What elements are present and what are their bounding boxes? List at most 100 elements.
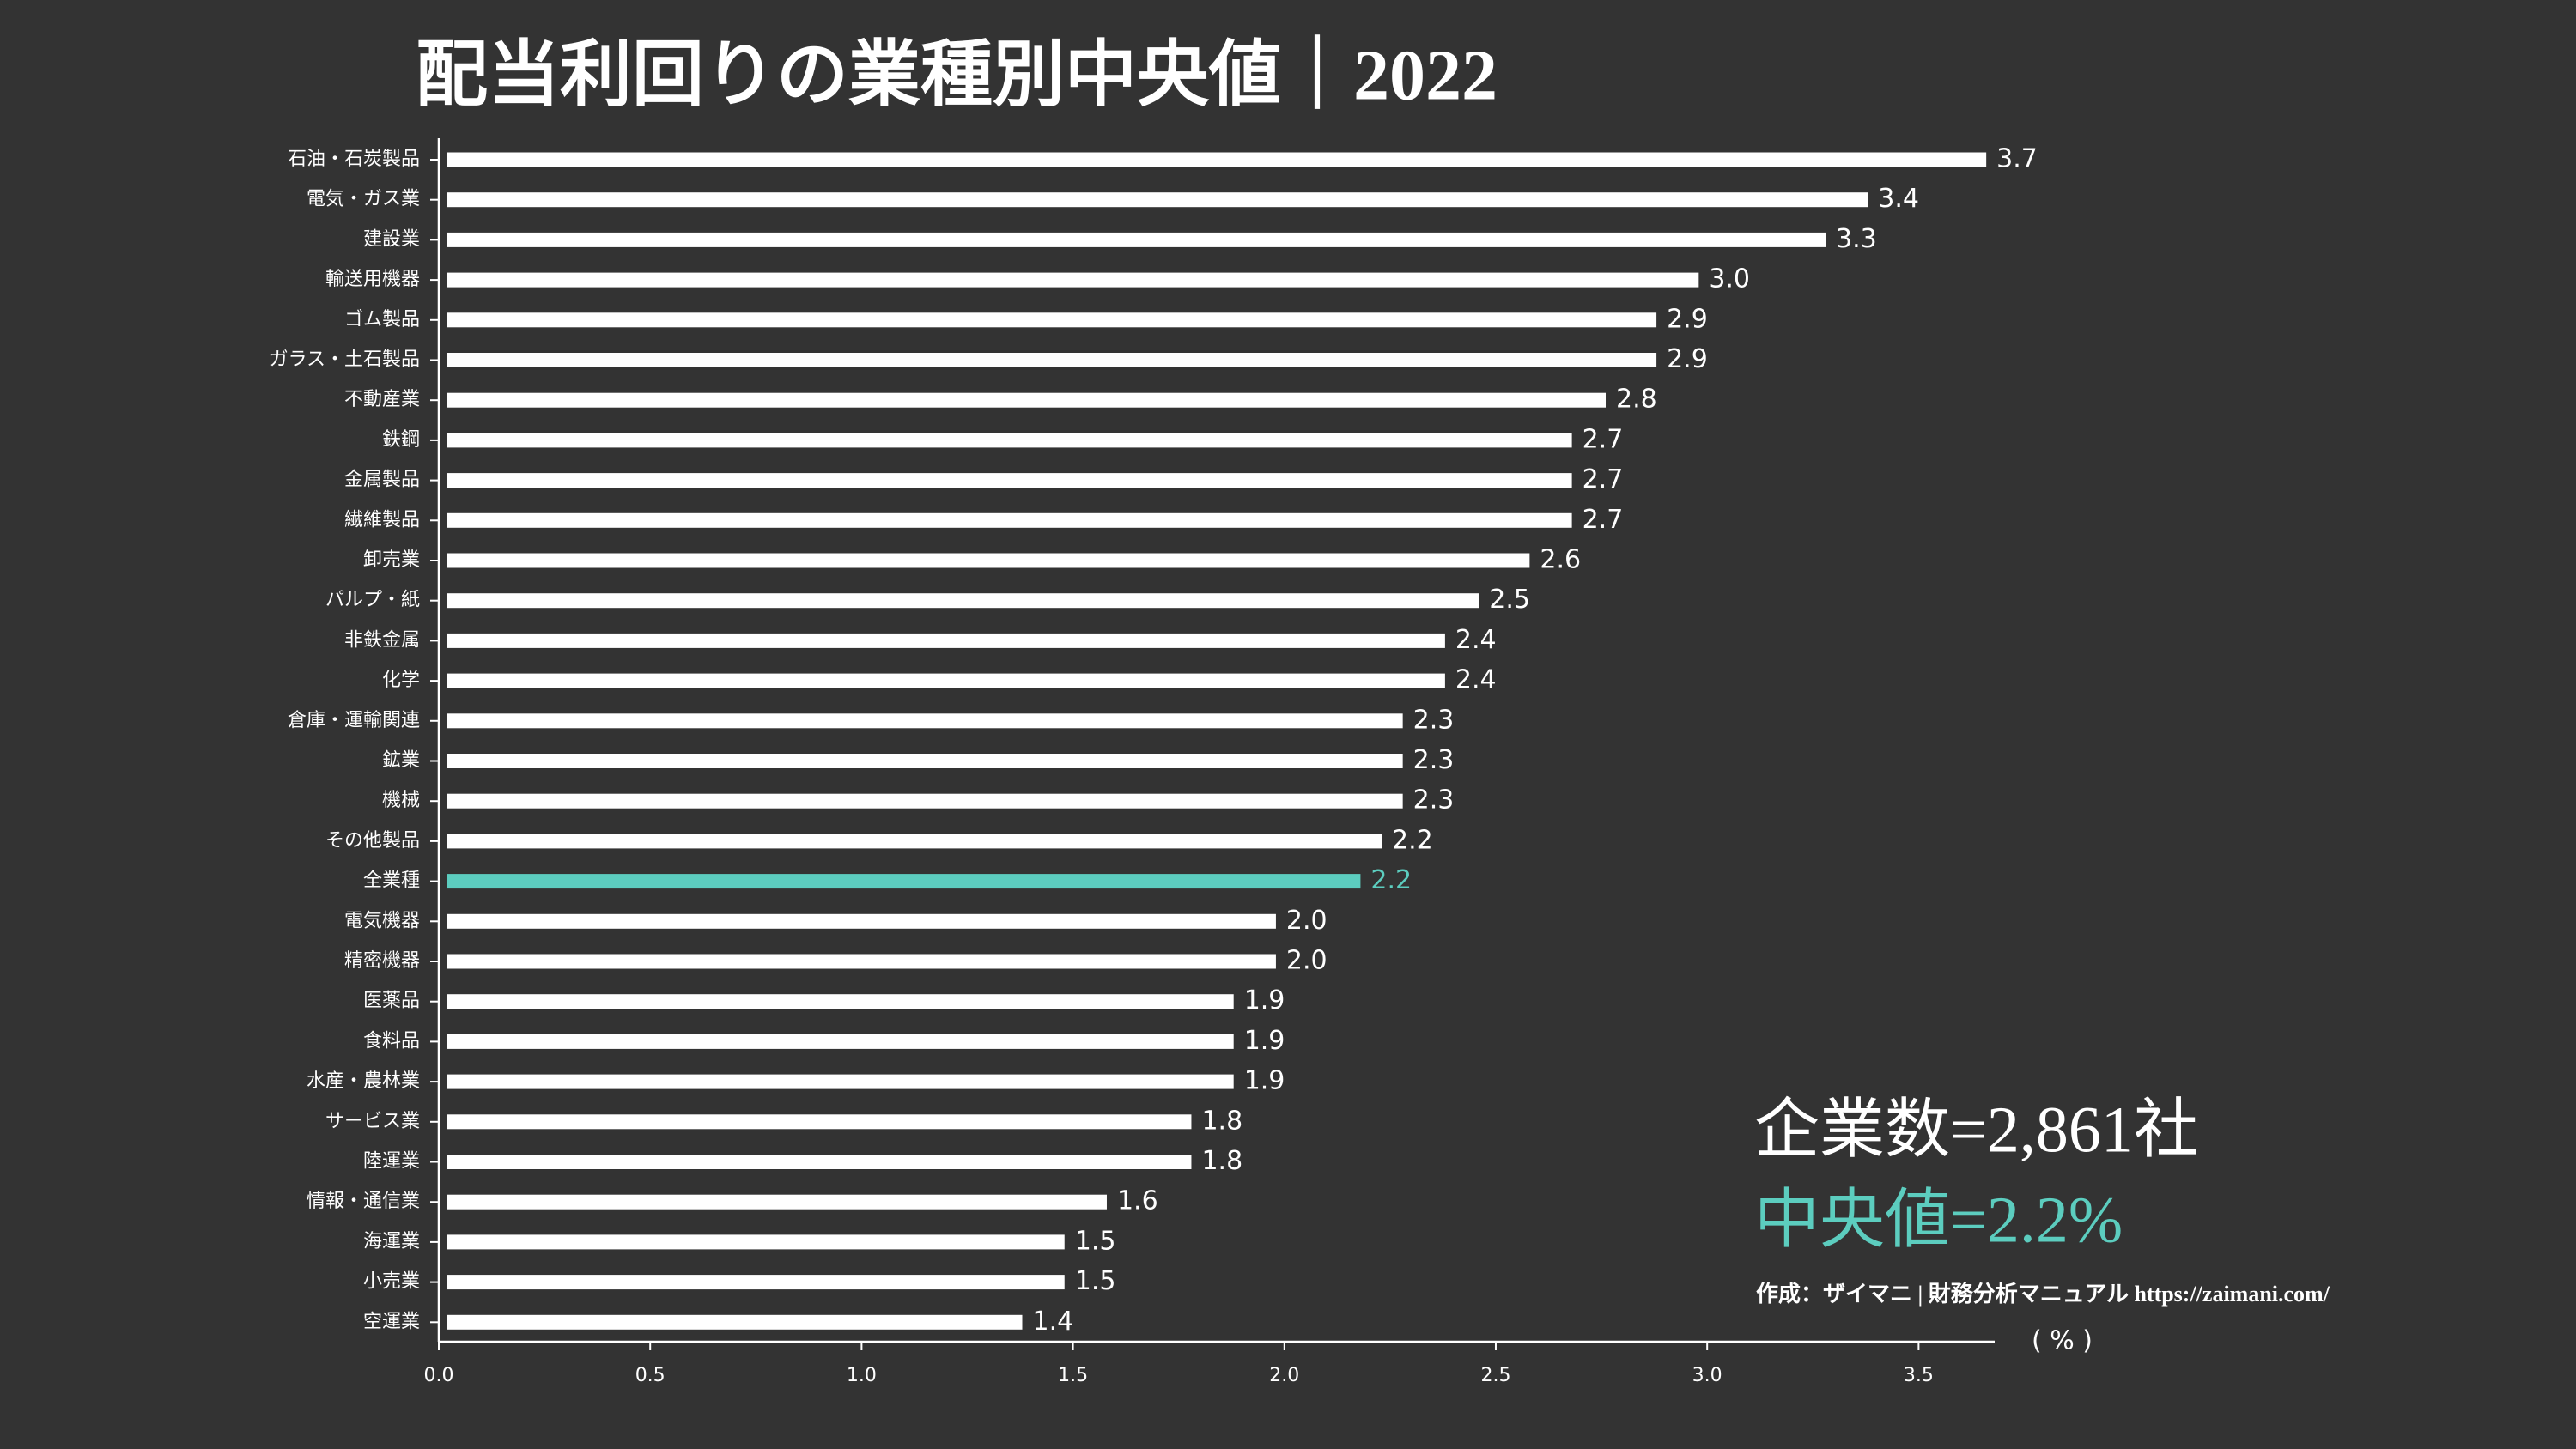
y-tick-label: 医薬品 [363,991,420,1012]
y-tick-label: 化学 [382,670,420,691]
value-label: 2.3 [1413,705,1455,735]
y-tick-label: 建設業 [363,228,420,250]
bar [447,192,1868,208]
y-tick-label: 陸運業 [363,1151,420,1173]
y-tick-label: 電気機器 [344,910,420,931]
value-label: 1.6 [1117,1186,1158,1216]
y-tick-label: 鉄鋼 [382,429,420,451]
y-tick-label: 小売業 [363,1271,420,1293]
value-label: 3.0 [1709,264,1750,294]
y-tick-label: 精密機器 [344,950,420,972]
bar [447,1074,1234,1089]
value-label: 2.2 [1370,865,1412,895]
y-tick-label: 情報・通信業 [307,1191,420,1212]
bar [447,1314,1023,1330]
y-tick-label: 石油・石炭製品 [288,149,420,170]
value-label: 2.7 [1583,505,1624,535]
bar [447,152,1987,167]
bar [447,994,1234,1009]
y-tick-label: 不動産業 [344,389,420,410]
x-tick-label: 0.5 [635,1365,665,1386]
value-label: 1.8 [1201,1106,1242,1136]
y-tick-label: 金属製品 [344,470,420,491]
bar [447,433,1572,448]
bar [447,793,1403,809]
bar [447,913,1276,929]
bar [447,473,1572,488]
bar [447,512,1572,528]
bar [447,312,1657,328]
x-axis-label: ( % ) [2032,1326,2093,1356]
value-label: 2.9 [1667,304,1708,334]
value-label: 1.9 [1244,985,1285,1016]
bar [447,1234,1065,1250]
value-label: 2.4 [1455,665,1497,695]
annotation: 企業数=2,861社 [1754,1094,2199,1166]
bar [447,1034,1234,1049]
y-tick-label: 電気・ガス業 [307,189,420,210]
value-label: 3.3 [1836,224,1877,254]
y-tick-label: サービス業 [325,1111,420,1132]
y-tick-label: 卸売業 [363,549,420,571]
value-label: 1.5 [1075,1226,1116,1256]
value-label: 3.4 [1878,184,1919,214]
y-tick-label: 倉庫・運輸関連 [288,710,420,731]
x-tick-label: 3.5 [1904,1365,1934,1386]
value-label: 1.4 [1033,1307,1074,1337]
value-label: 2.6 [1540,545,1581,575]
bar [447,553,1530,568]
x-tick-label: 0.0 [424,1365,454,1386]
bar [447,392,1606,408]
bar [447,954,1276,969]
bar [447,1114,1192,1130]
value-label: 1.9 [1244,1066,1285,1096]
value-label: 2.3 [1413,745,1455,775]
bar [447,1155,1192,1169]
value-label: 1.9 [1244,1026,1285,1056]
bar [447,633,1445,648]
value-label: 2.4 [1455,625,1497,655]
value-label: 2.3 [1413,785,1455,815]
y-tick-label: 機械 [382,790,420,811]
x-tick-label: 3.0 [1692,1365,1722,1386]
y-tick-label: 全業種 [363,870,420,892]
y-tick-label: 繊維製品 [344,509,420,530]
x-tick-label: 2.5 [1480,1365,1510,1386]
bar [447,1275,1065,1290]
bar [447,713,1403,729]
value-label: 2.5 [1489,585,1530,615]
value-label: 2.7 [1583,424,1624,454]
y-tick-label: ガラス・土石製品 [269,349,420,371]
x-tick-label: 2.0 [1269,1365,1299,1386]
bar [447,834,1382,849]
chart-title: 配当利回りの業種別中央値｜2022 [416,33,1498,115]
annotation: 中央値=2.2% [1754,1184,2123,1256]
source: 作成：ザイマニ | 財務分析マニュアル https://zaimani.com/ [1756,1282,2330,1307]
bar [447,754,1403,768]
bar [447,673,1445,688]
y-tick-label: 非鉄金属 [344,629,420,651]
value-label: 2.2 [1392,825,1433,855]
y-tick-label: 海運業 [363,1231,420,1252]
value-label: 3.7 [1996,144,2038,174]
x-tick-label: 1.0 [847,1365,877,1386]
value-label: 2.0 [1286,946,1327,976]
bar [447,353,1657,367]
value-label: 2.8 [1616,385,1657,415]
y-tick-label: 輸送用機器 [325,269,420,290]
y-tick-label: 水産・農林業 [307,1070,420,1092]
value-label: 2.9 [1667,344,1708,374]
bar [447,232,1826,247]
bar [447,593,1479,609]
y-tick-label: ゴム製品 [344,309,420,330]
y-tick-label: 鉱業 [382,750,420,772]
x-tick-label: 1.5 [1058,1365,1088,1386]
y-tick-label: 食料品 [363,1030,420,1052]
bar [447,272,1699,288]
y-tick-label: パルプ・紙 [325,590,420,611]
value-label: 1.8 [1201,1146,1242,1176]
y-tick-label: その他製品 [325,830,420,852]
value-label: 2.7 [1583,464,1624,494]
value-label: 1.5 [1075,1266,1116,1296]
